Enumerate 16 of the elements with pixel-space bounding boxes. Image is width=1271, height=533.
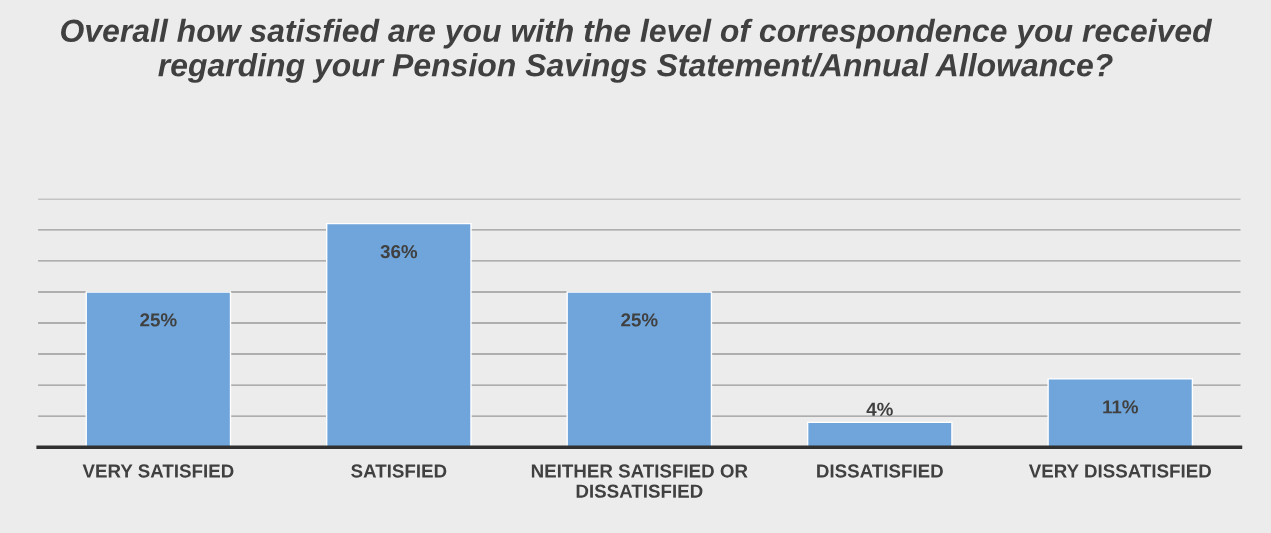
x-tick-label: VERY SATISFIED bbox=[82, 464, 234, 478]
bar bbox=[326, 222, 472, 448]
bar bbox=[85, 291, 232, 448]
data-label: 11% bbox=[1103, 400, 1139, 414]
x-tick-label: DISSATISFIED bbox=[817, 464, 943, 478]
data-label: 4% bbox=[866, 402, 893, 416]
bar bbox=[1047, 378, 1194, 448]
bar bbox=[566, 291, 713, 448]
data-label: 25% bbox=[621, 313, 658, 327]
x-tick-label: VERY DISSATISFIED bbox=[1028, 464, 1211, 478]
bar bbox=[806, 421, 953, 448]
data-label: 36% bbox=[380, 244, 418, 259]
data-label: 25% bbox=[140, 313, 177, 327]
chart-title: Overall how satisfied are you with the level of correspondence you received regarding your Pension Savings Statement/Annual Allowance? bbox=[61, 18, 1213, 83]
x-tick-label: NEITHER SATISFIED OR DISSATISFIED bbox=[531, 464, 748, 498]
x-tick-label: SATISFIED bbox=[351, 464, 447, 478]
